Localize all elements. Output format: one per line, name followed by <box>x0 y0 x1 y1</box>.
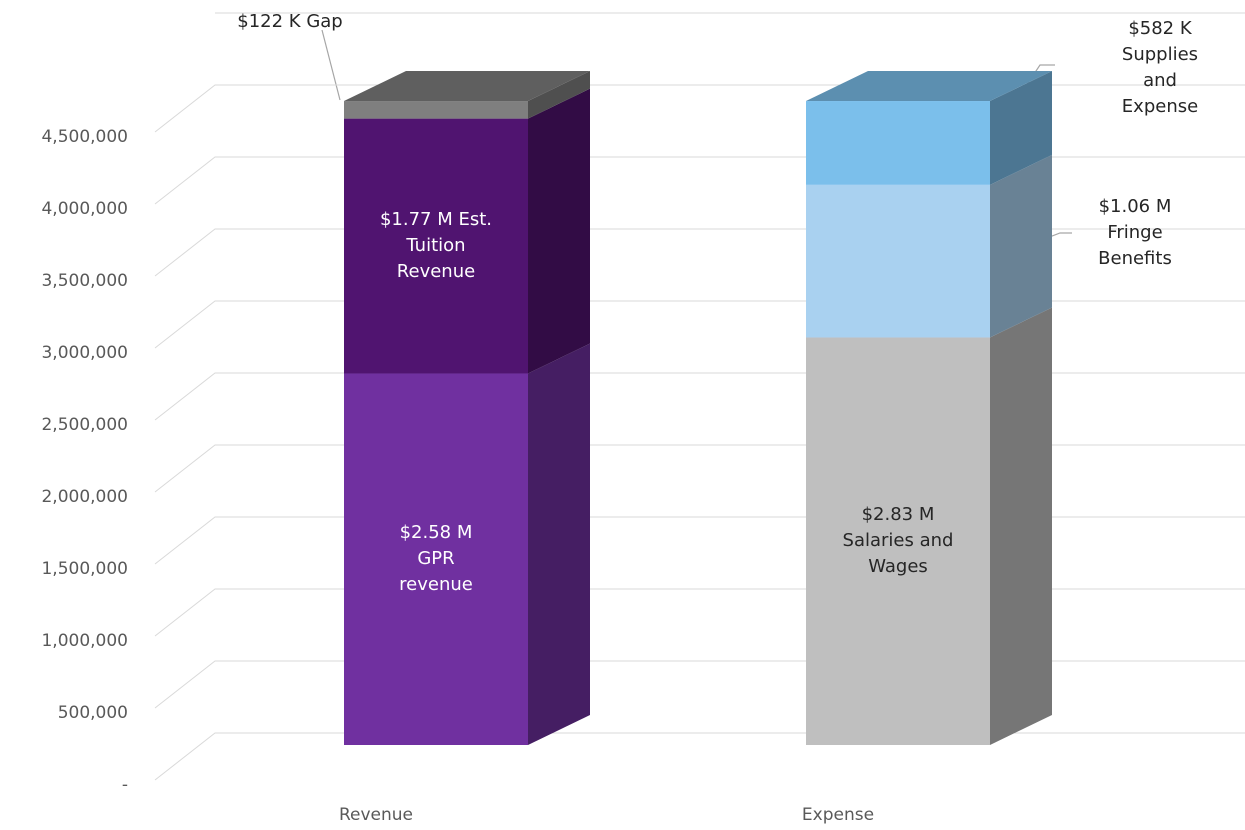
bar-side <box>528 71 590 119</box>
y-tick-label: 2,000,000 <box>41 487 128 507</box>
grid-line <box>154 84 1245 133</box>
grid-line <box>154 588 1245 637</box>
grid-line <box>154 516 1245 565</box>
y-tick-label: 3,500,000 <box>41 271 128 291</box>
bar-side <box>990 71 1052 185</box>
data-label: $1.06 M Fringe Benefits <box>1098 195 1172 270</box>
y-tick-label: 3,000,000 <box>41 343 128 363</box>
x-tick-label: Expense <box>801 805 875 825</box>
y-tick-label: 1,000,000 <box>41 631 128 651</box>
bar-segment <box>344 373 528 745</box>
y-tick-label: 4,000,000 <box>41 199 128 219</box>
bar-segment <box>806 337 990 745</box>
y-tick-label: 4,500,000 <box>41 127 128 147</box>
bar-top <box>806 71 1052 102</box>
bar-segment <box>806 101 990 185</box>
data-label: $1.77 M Est. Tuition Revenue <box>379 208 493 283</box>
x-tick-label: Revenue <box>338 805 414 825</box>
leader-line <box>321 29 341 101</box>
data-label: $2.58 M GPR revenue <box>399 522 473 596</box>
y-tick-label: 2,500,000 <box>41 415 128 435</box>
data-label: $2.83 M Salaries and Wages <box>842 504 954 578</box>
grid-line <box>154 372 1245 421</box>
data-label: $582 K Supplies and Expense <box>1121 17 1199 118</box>
bar-side <box>990 154 1052 338</box>
bar-segment <box>344 101 528 119</box>
grid-line <box>154 732 1245 781</box>
grid-line <box>154 660 1245 709</box>
bar-side <box>528 343 590 745</box>
data-label: $122 K Gap <box>237 10 343 32</box>
grid-line <box>154 444 1245 493</box>
bar-side <box>990 307 1052 745</box>
y-tick-label: 1,500,000 <box>41 559 128 579</box>
bar-side <box>528 88 590 374</box>
bar-segment <box>344 118 528 374</box>
y-tick-label: - <box>121 775 128 795</box>
bar-top <box>344 71 590 102</box>
bar-segment <box>806 184 990 338</box>
y-tick-label: 500,000 <box>57 703 128 723</box>
grid-line <box>154 300 1245 349</box>
